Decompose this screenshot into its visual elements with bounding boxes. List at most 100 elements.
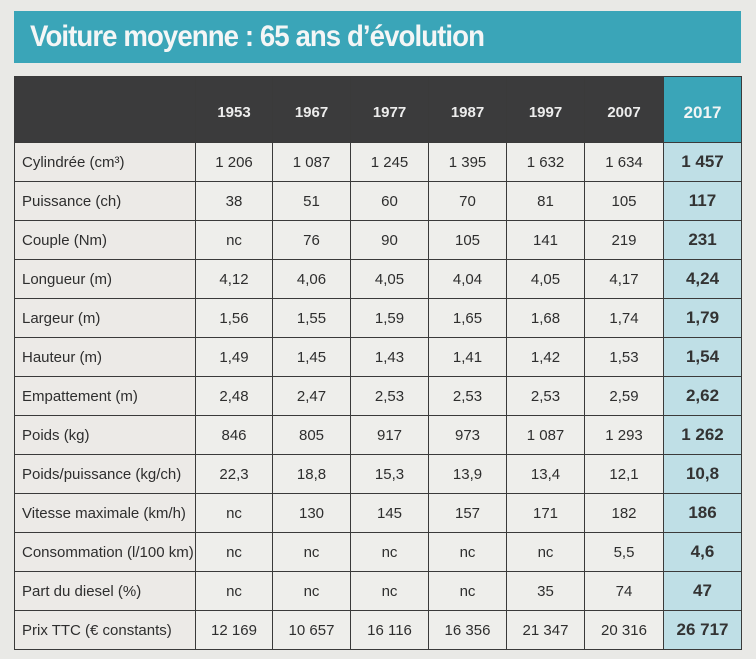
value-cell: 1 087 <box>506 415 585 455</box>
value-cell: 2,53 <box>428 376 507 416</box>
row-label: Empattement (m) <box>14 376 196 416</box>
value-cell: 1,41 <box>428 337 507 377</box>
value-cell: 105 <box>428 220 507 260</box>
value-cell: 1,55 <box>272 298 351 338</box>
year-header: 1987 <box>428 76 507 143</box>
value-cell: 1 634 <box>584 142 664 182</box>
value-cell: 231 <box>663 220 742 260</box>
value-cell: 10 657 <box>272 610 351 650</box>
value-cell: 4,05 <box>506 259 585 299</box>
value-cell: 145 <box>350 493 429 533</box>
value-cell: nc <box>272 571 351 611</box>
table-body: Cylindrée (cm³) 1 206 1 087 1 245 1 395 1 632… <box>14 142 742 650</box>
row-label: Longueur (m) <box>14 259 196 299</box>
value-cell: 4,17 <box>584 259 664 299</box>
value-cell: 186 <box>663 493 742 533</box>
value-cell: nc <box>506 532 585 572</box>
year-header: 2017 <box>663 76 742 143</box>
table-row: Hauteur (m) 1,49 1,45 1,43 1,41 1,42 1,53 1,54 <box>14 337 742 377</box>
value-cell: 1 457 <box>663 142 742 182</box>
table-row: Longueur (m) 4,12 4,06 4,05 4,04 4,05 4,17 4,24 <box>14 259 742 299</box>
table-row: Puissance (ch) 38 51 60 70 81 105 117 <box>14 181 742 221</box>
table-row: Consommation (l/100 km) nc nc nc nc nc 5,5 4,6 <box>14 532 742 572</box>
value-cell: 1,54 <box>663 337 742 377</box>
value-cell: nc <box>195 571 273 611</box>
value-cell: nc <box>272 532 351 572</box>
value-cell: 973 <box>428 415 507 455</box>
value-cell: 2,59 <box>584 376 664 416</box>
value-cell: 157 <box>428 493 507 533</box>
title-banner: Voiture moyenne : 65 ans d’évolution <box>14 11 741 63</box>
value-cell: 70 <box>428 181 507 221</box>
value-cell: 1 395 <box>428 142 507 182</box>
value-cell: nc <box>428 532 507 572</box>
table-row: Vitesse maximale (km/h) nc 130 145 157 171 182… <box>14 493 742 533</box>
value-cell: nc <box>428 571 507 611</box>
header-row: 1953 1967 1977 1987 1997 2007 2017 <box>14 76 742 143</box>
value-cell: 1,53 <box>584 337 664 377</box>
value-cell: 1,74 <box>584 298 664 338</box>
value-cell: 2,53 <box>350 376 429 416</box>
value-cell: 1,45 <box>272 337 351 377</box>
value-cell: 10,8 <box>663 454 742 494</box>
value-cell: 1,56 <box>195 298 273 338</box>
value-cell: 5,5 <box>584 532 664 572</box>
value-cell: 21 347 <box>506 610 585 650</box>
row-label: Couple (Nm) <box>14 220 196 260</box>
year-header: 1967 <box>272 76 351 143</box>
value-cell: 81 <box>506 181 585 221</box>
table-row: Couple (Nm) nc 76 90 105 141 219 231 <box>14 220 742 260</box>
value-cell: 1,43 <box>350 337 429 377</box>
value-cell: 117 <box>663 181 742 221</box>
value-cell: 1 293 <box>584 415 664 455</box>
value-cell: 12,1 <box>584 454 664 494</box>
value-cell: 2,62 <box>663 376 742 416</box>
value-cell: 26 717 <box>663 610 742 650</box>
value-cell: 1,59 <box>350 298 429 338</box>
year-header: 1953 <box>195 76 273 143</box>
value-cell: 805 <box>272 415 351 455</box>
value-cell: 60 <box>350 181 429 221</box>
value-cell: 4,24 <box>663 259 742 299</box>
value-cell: 1,68 <box>506 298 585 338</box>
value-cell: 4,6 <box>663 532 742 572</box>
value-cell: 130 <box>272 493 351 533</box>
value-cell: 38 <box>195 181 273 221</box>
row-label: Largeur (m) <box>14 298 196 338</box>
value-cell: nc <box>350 571 429 611</box>
value-cell: nc <box>195 493 273 533</box>
row-label: Prix TTC (€ constants) <box>14 610 196 650</box>
value-cell: nc <box>195 532 273 572</box>
value-cell: 4,12 <box>195 259 273 299</box>
value-cell: 141 <box>506 220 585 260</box>
row-label: Cylindrée (cm³) <box>14 142 196 182</box>
value-cell: 917 <box>350 415 429 455</box>
corner-cell <box>14 76 196 143</box>
value-cell: 1 262 <box>663 415 742 455</box>
value-cell: 4,06 <box>272 259 351 299</box>
value-cell: 1,49 <box>195 337 273 377</box>
table-row: Poids/puissance (kg/ch) 22,3 18,8 15,3 13,9 1… <box>14 454 742 494</box>
value-cell: 13,9 <box>428 454 507 494</box>
value-cell: 105 <box>584 181 664 221</box>
row-label: Puissance (ch) <box>14 181 196 221</box>
row-label: Vitesse maximale (km/h) <box>14 493 196 533</box>
table-row: Cylindrée (cm³) 1 206 1 087 1 245 1 395 1 632… <box>14 142 742 182</box>
row-label: Hauteur (m) <box>14 337 196 377</box>
row-label: Consommation (l/100 km) <box>14 532 196 572</box>
page-title: Voiture moyenne : 65 ans d’évolution <box>30 20 485 53</box>
value-cell: 47 <box>663 571 742 611</box>
value-cell: 219 <box>584 220 664 260</box>
value-cell: 15,3 <box>350 454 429 494</box>
row-label: Poids (kg) <box>14 415 196 455</box>
table-row: Prix TTC (€ constants) 12 169 10 657 16 116… <box>14 610 742 650</box>
value-cell: 90 <box>350 220 429 260</box>
value-cell: 1,65 <box>428 298 507 338</box>
table-row: Empattement (m) 2,48 2,47 2,53 2,53 2,53 2,59 2… <box>14 376 742 416</box>
value-cell: 2,48 <box>195 376 273 416</box>
value-cell: 1 245 <box>350 142 429 182</box>
evolution-table: 1953 1967 1977 1987 1997 2007 2017 Cylindrée (… <box>14 76 742 650</box>
value-cell: 35 <box>506 571 585 611</box>
value-cell: 51 <box>272 181 351 221</box>
value-cell: 20 316 <box>584 610 664 650</box>
